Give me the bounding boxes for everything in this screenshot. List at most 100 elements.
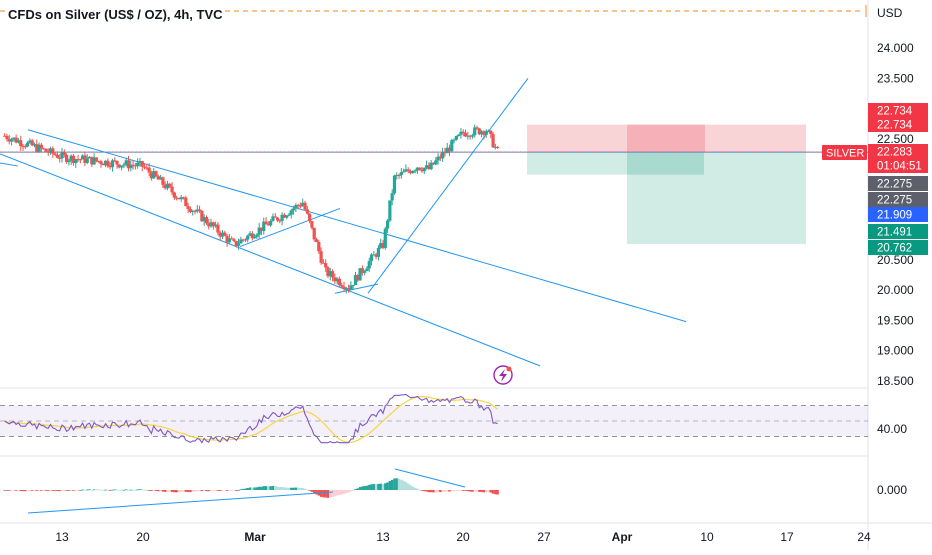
symbol-tag: SILVER xyxy=(826,148,864,160)
candle xyxy=(83,155,87,163)
candle xyxy=(37,144,41,152)
candle xyxy=(255,234,259,237)
macd-bar xyxy=(345,490,348,494)
candle xyxy=(124,160,128,165)
macd-bar xyxy=(113,489,116,491)
candle xyxy=(294,204,298,209)
macd-bar xyxy=(60,490,64,491)
candle xyxy=(342,286,346,289)
candle xyxy=(347,288,351,290)
macd-bar xyxy=(457,490,460,491)
macd-bar xyxy=(354,488,357,490)
candle xyxy=(158,177,163,180)
price-label-box xyxy=(868,176,928,191)
candle xyxy=(333,277,337,282)
candle xyxy=(349,285,353,290)
candle xyxy=(257,227,261,235)
candle xyxy=(21,146,25,148)
macd-bar xyxy=(173,490,176,493)
macd-bar xyxy=(386,482,389,490)
macd-bar xyxy=(26,490,29,491)
macd-bar xyxy=(24,490,27,492)
stop-zone-inner xyxy=(627,124,705,153)
macd-bar xyxy=(79,489,82,491)
candle xyxy=(427,165,431,170)
rsi-axis-label: 40.00 xyxy=(877,422,907,436)
macd-bar xyxy=(434,490,437,493)
candle xyxy=(443,152,447,154)
macd-bar xyxy=(58,490,61,492)
macd-bar xyxy=(152,490,155,491)
candle xyxy=(211,222,215,227)
candle xyxy=(289,210,293,215)
candle xyxy=(369,254,374,262)
macd-bar xyxy=(184,490,188,492)
candle xyxy=(200,210,204,222)
candle xyxy=(385,220,390,229)
candle xyxy=(5,135,9,140)
candle xyxy=(429,162,433,170)
macd-bar xyxy=(248,487,252,490)
candle xyxy=(227,238,231,243)
macd-bar xyxy=(338,490,341,496)
macd-bar xyxy=(235,490,238,491)
macd-bar xyxy=(480,490,483,492)
macd-bar xyxy=(342,490,346,494)
macd-bar xyxy=(246,487,249,490)
price-tick-label: 22.500 xyxy=(877,132,914,146)
candle xyxy=(246,235,250,240)
price-label: 21.909 xyxy=(877,210,912,222)
macd-bar xyxy=(496,490,499,495)
candle xyxy=(450,140,454,152)
price-label-box xyxy=(868,224,928,239)
candle xyxy=(147,167,151,173)
flash-icon-bolt xyxy=(499,369,507,382)
candle xyxy=(122,164,126,166)
macd-bar xyxy=(452,490,456,491)
macd-bar xyxy=(92,489,96,491)
macd-bar xyxy=(219,490,222,491)
macd-bar xyxy=(351,490,355,491)
macd-bar xyxy=(274,486,277,490)
macd-bar xyxy=(157,490,160,492)
candle xyxy=(94,157,98,161)
macd-axis-label: 0.000 xyxy=(877,483,907,497)
macd-bar xyxy=(134,489,137,491)
price-label: 22.734 xyxy=(877,106,913,118)
candle xyxy=(324,263,328,268)
candle xyxy=(291,208,296,211)
macd-bar xyxy=(264,486,268,490)
candle xyxy=(399,172,403,176)
candle xyxy=(285,215,289,218)
macd-bar xyxy=(349,490,353,492)
macd-bar xyxy=(301,487,304,490)
macd-bar xyxy=(138,489,142,490)
macd-bar xyxy=(40,490,43,491)
macd-bar xyxy=(99,489,103,491)
macd-bar xyxy=(466,490,470,492)
macd-bar xyxy=(269,486,272,490)
candle xyxy=(466,135,470,137)
candle xyxy=(473,127,477,136)
macd-bar xyxy=(212,490,215,491)
candle xyxy=(262,221,266,232)
candle xyxy=(273,216,277,218)
candle xyxy=(303,202,307,210)
macd-bar xyxy=(214,490,217,491)
candle xyxy=(459,131,463,135)
candle xyxy=(454,135,458,140)
candle xyxy=(390,193,394,201)
macd-bar xyxy=(257,486,261,490)
macd-bar xyxy=(283,487,286,490)
macd-bar xyxy=(191,490,194,492)
candle xyxy=(9,139,14,142)
candle xyxy=(353,275,358,286)
candle xyxy=(461,131,465,134)
candle xyxy=(110,160,115,168)
candle xyxy=(138,161,142,163)
macd-bar xyxy=(65,490,68,491)
candle xyxy=(48,148,53,153)
candle xyxy=(204,217,209,224)
